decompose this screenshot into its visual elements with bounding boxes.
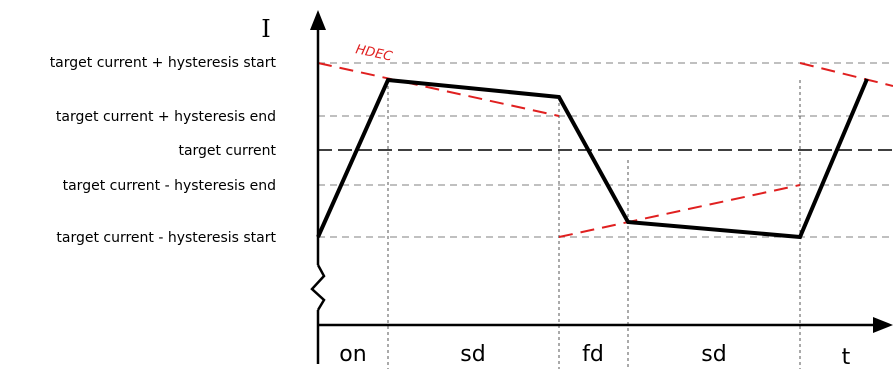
hdec-line-1 [317,62,560,117]
phase-labels: on sd fd sd [339,342,726,367]
level-label-hyst-start-low: target current - hysteresis start [56,230,276,246]
level-label-hyst-start-high: target current + hysteresis start [50,55,277,71]
phase-label-sd-1: sd [460,342,485,367]
current-waveform [316,77,869,240]
hdec-line-2 [558,184,801,238]
phase-label-sd-2: sd [701,342,726,367]
y-axis-arrow [310,10,326,30]
hdec-threshold-lines [317,62,893,238]
level-label-hyst-end-high: target current + hysteresis end [56,109,276,125]
phase-label-fd: fd [582,342,604,367]
phase-label-on: on [339,342,366,367]
x-axis-label: t [842,345,851,369]
level-labels: target current + hysteresis start target… [50,55,277,246]
hdec-label: HDEC [354,42,394,65]
phase-dividers [387,80,801,369]
x-axis-arrow [873,317,893,333]
hdec-line-3 [799,62,893,87]
y-axis-break [310,264,326,311]
level-label-target: target current [178,143,276,159]
y-axis-label: I [261,15,270,43]
axes [310,10,893,364]
level-label-hyst-end-low: target current - hysteresis end [63,178,276,194]
level-lines [318,62,893,238]
